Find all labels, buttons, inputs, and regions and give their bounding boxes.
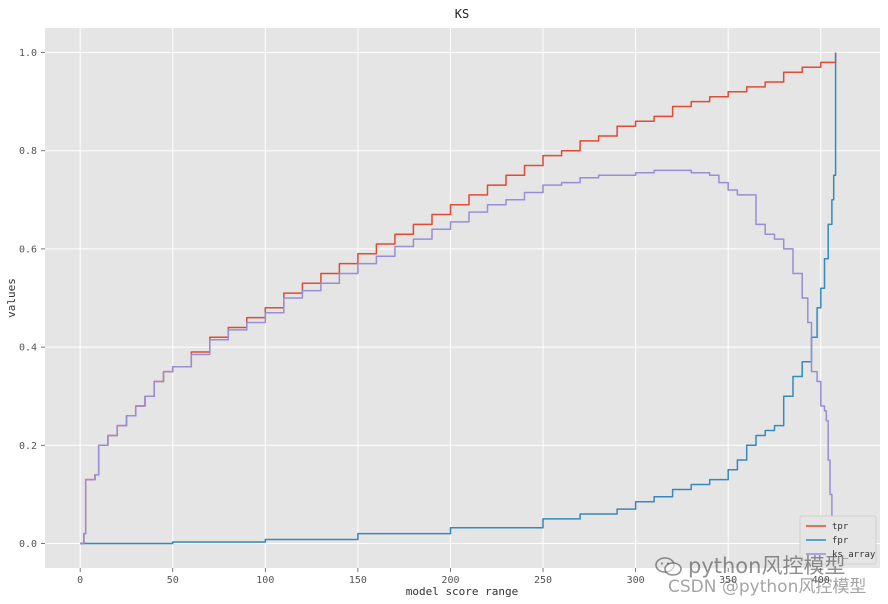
grid-lines xyxy=(45,28,880,568)
y-tick-label: 0.6 xyxy=(19,244,37,255)
legend-label-ks-array: ks_array xyxy=(832,550,876,560)
x-tick-label: 250 xyxy=(534,575,552,586)
plot-area xyxy=(45,28,880,568)
x-tick-label: 200 xyxy=(441,575,459,586)
x-tick-label: 150 xyxy=(349,575,367,586)
y-tick-label: 0.0 xyxy=(19,539,37,550)
chart-title: KS xyxy=(455,7,469,21)
legend-label-fpr: fpr xyxy=(832,536,849,546)
y-tick-label: 0.8 xyxy=(19,146,37,157)
watermark-text-1: python风控模型 xyxy=(688,554,846,578)
y-tick-label: 1.0 xyxy=(19,48,37,59)
axis-ticks: 0 50 100 150 200 250 300 350 400 0.0 0.2 0.4 0.6 0.8 1… xyxy=(19,48,830,586)
x-tick-label: 100 xyxy=(256,575,274,586)
watermark-line-1: python风控模型 xyxy=(654,550,845,580)
wechat-icon xyxy=(655,557,682,576)
x-tick-label: 400 xyxy=(812,575,830,586)
legend-label-tpr: tpr xyxy=(832,522,849,532)
series-line-ks-array xyxy=(80,169,837,545)
series-line-fpr xyxy=(80,52,837,545)
x-axis-label: model score range xyxy=(406,585,519,598)
y-tick-label: 0.2 xyxy=(19,441,37,452)
series-layer xyxy=(80,52,837,545)
watermark-line-2: CSDN @python风控模型 xyxy=(668,577,867,597)
y-tick-label: 0.4 xyxy=(19,343,37,354)
legend-box xyxy=(799,515,877,565)
legend: tpr fpr ks_array xyxy=(799,515,877,565)
x-tick-label: 350 xyxy=(719,575,737,586)
x-tick-label: 300 xyxy=(627,575,645,586)
x-tick-label: 50 xyxy=(167,575,179,586)
y-axis-label: values xyxy=(5,278,18,318)
x-tick-label: 0 xyxy=(77,575,83,586)
